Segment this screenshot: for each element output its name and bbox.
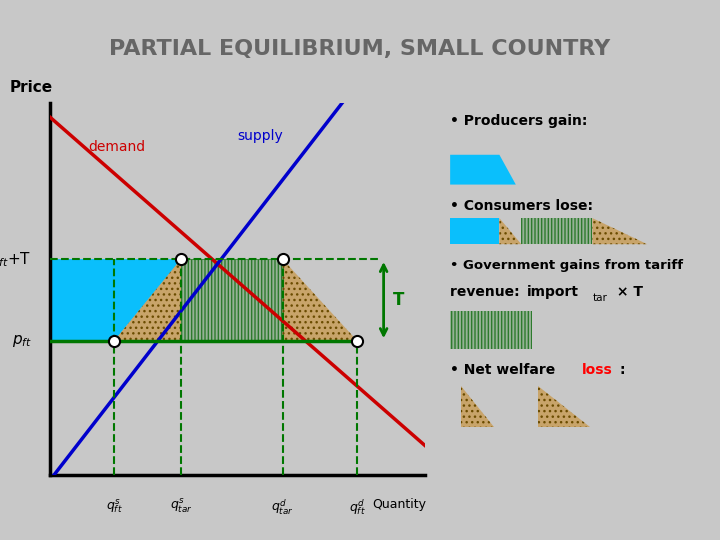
Text: $q^s_{ft}$: $q^s_{ft}$ [106,497,122,515]
Text: demand: demand [88,140,145,154]
Polygon shape [521,218,593,244]
Text: loss: loss [582,363,612,377]
Text: PARTIAL EQUILIBRIUM, SMALL COUNTRY: PARTIAL EQUILIBRIUM, SMALL COUNTRY [109,38,611,59]
Polygon shape [500,218,521,244]
Text: • Producers gain:: • Producers gain: [450,114,588,128]
Polygon shape [50,259,181,341]
Polygon shape [461,386,494,427]
Text: Quantity: Quantity [372,497,426,510]
Text: :: : [620,363,625,377]
Text: import: import [527,285,579,299]
Text: $q^d_{ft}$: $q^d_{ft}$ [349,497,366,517]
Polygon shape [450,218,500,244]
Text: supply: supply [238,129,284,143]
Text: revenue:: revenue: [450,285,525,299]
Text: T: T [393,291,405,309]
Text: $q^s_{tar}$: $q^s_{tar}$ [170,497,193,515]
Polygon shape [114,259,181,341]
Polygon shape [538,386,590,427]
Polygon shape [450,311,532,348]
Text: • Government gains from tariff: • Government gains from tariff [450,259,683,272]
Text: $p_{ft}$+T: $p_{ft}$+T [0,249,32,268]
Text: • Consumers lose:: • Consumers lose: [450,199,593,213]
Text: $p_{ft}$: $p_{ft}$ [12,333,32,349]
Polygon shape [450,155,516,185]
Text: • Net welfare: • Net welfare [450,363,560,377]
Polygon shape [181,259,282,341]
Polygon shape [593,218,647,244]
Text: $q^d_{tar}$: $q^d_{tar}$ [271,497,294,517]
Polygon shape [282,259,357,341]
Text: tar: tar [593,293,607,302]
Text: Price: Price [10,80,53,95]
Text: × T: × T [611,285,642,299]
